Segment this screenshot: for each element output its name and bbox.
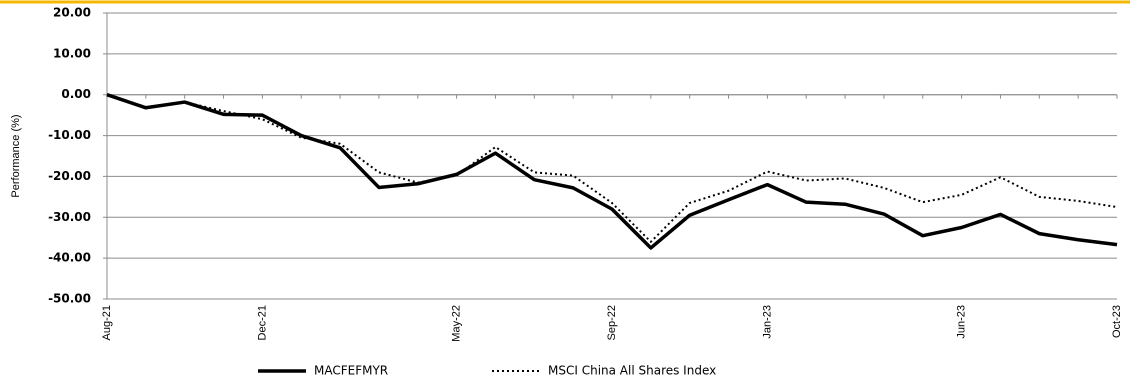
x-tick-label: Sep-22 (606, 305, 618, 340)
legend-label: MSCI China All Shares Index (548, 364, 716, 378)
x-tick-label: May-22 (451, 305, 463, 342)
x-tick-label: Oct-23 (1111, 305, 1123, 338)
y-tick-label: -30.00 (48, 210, 91, 224)
y-tick-label: -40.00 (48, 251, 91, 265)
x-tick-label: Aug-21 (101, 305, 113, 340)
y-tick-label: 10.00 (53, 46, 91, 60)
x-tick-label: Jan-23 (761, 305, 773, 339)
y-tick-label: -20.00 (48, 169, 91, 183)
x-tick-label: Dec-21 (256, 305, 268, 340)
x-tick-label: Jun-23 (956, 305, 968, 339)
y-tick-label: 20.00 (53, 6, 91, 20)
legend-label: MACFEFMYR (314, 364, 388, 378)
series-line (106, 93, 1118, 243)
series-line (106, 93, 1118, 250)
y-axis-label: Performance (%) (10, 114, 22, 197)
y-tick-label: -10.00 (48, 128, 91, 142)
y-tick-label: -50.00 (48, 292, 91, 306)
y-tick-label: 0.00 (61, 87, 91, 101)
